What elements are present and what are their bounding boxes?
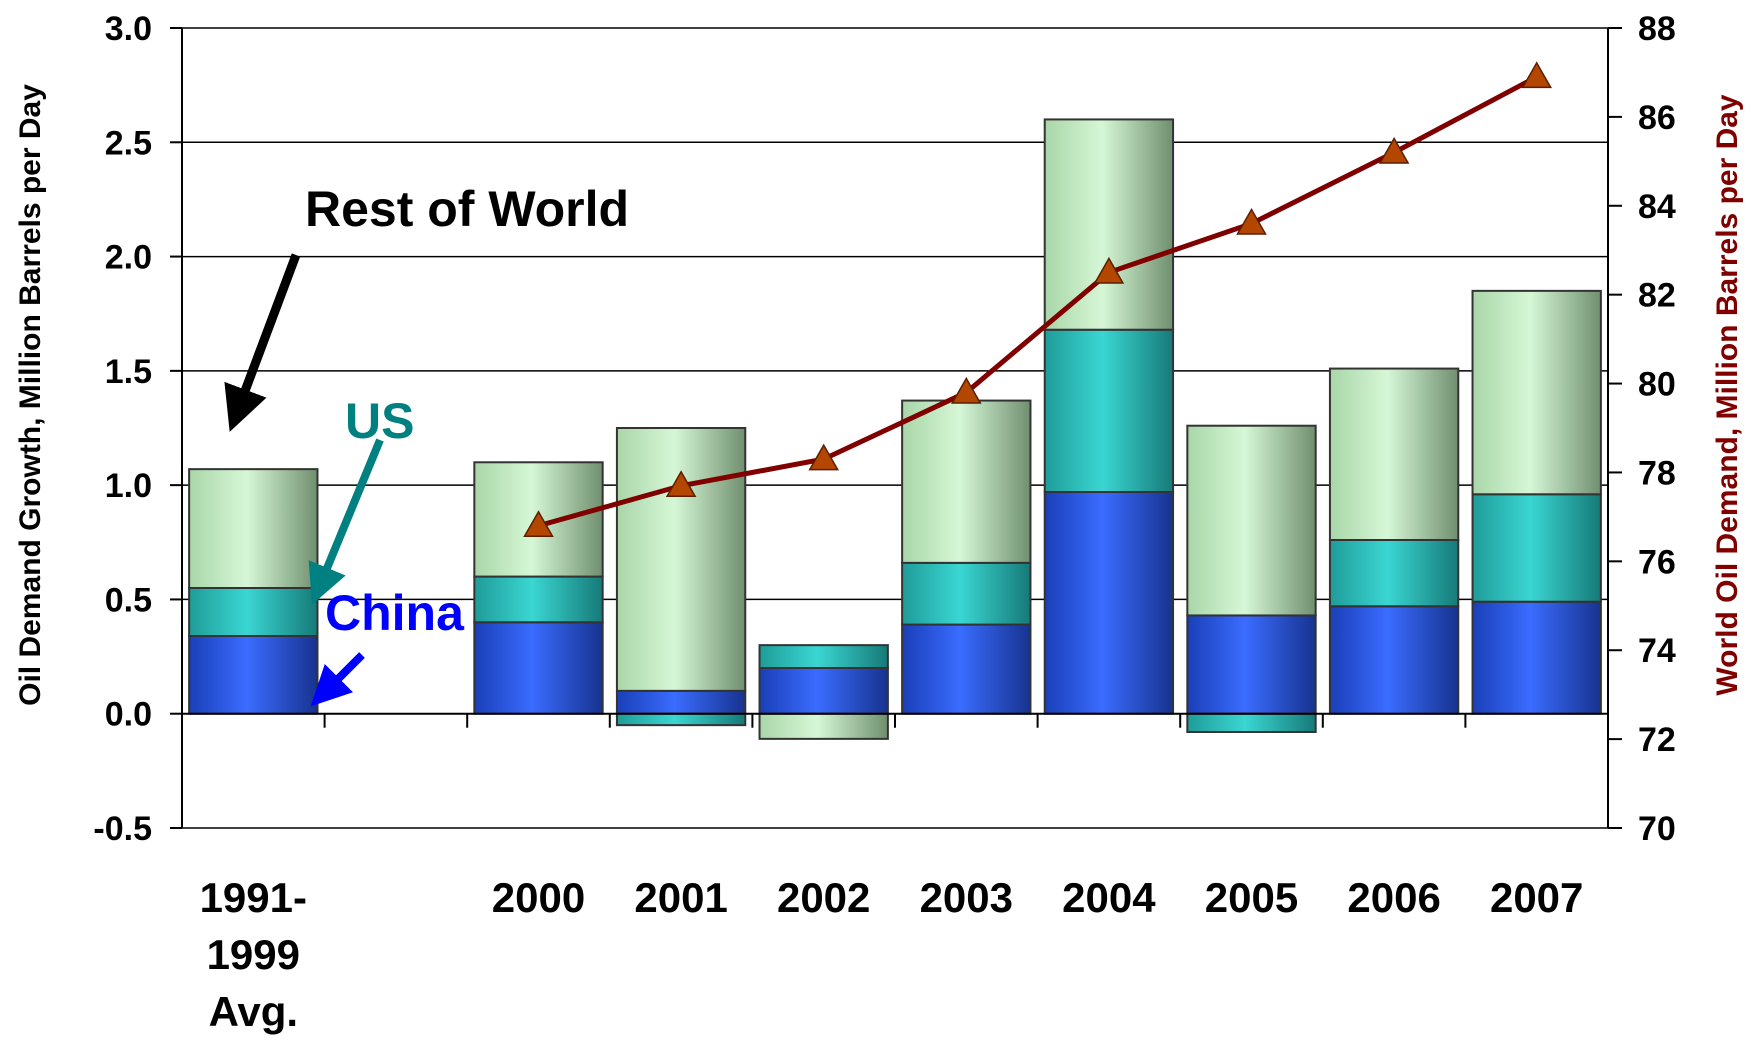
bar-rest-of-world [901, 399, 1032, 564]
bar-us [1471, 493, 1602, 603]
bar-rest-of-world [615, 427, 747, 692]
right-tick-label: 84 [1638, 188, 1676, 226]
bar-china [1043, 491, 1175, 715]
left-tick-label: 0.0 [105, 696, 152, 734]
right-tick-label: 72 [1638, 721, 1676, 759]
bar-rest-of-world [1328, 367, 1460, 542]
rest-of-world-arrow [224, 253, 301, 432]
category-label: 2007 [1490, 874, 1583, 921]
bar-us [615, 712, 747, 727]
china-label: China [325, 585, 465, 641]
bars [188, 118, 1602, 740]
world-demand-marker [1521, 61, 1552, 89]
bar-china [758, 667, 889, 715]
bar-rest-of-world [1043, 118, 1175, 331]
us-arrow [308, 438, 384, 605]
bar-us [1328, 539, 1460, 608]
category-label: 2006 [1347, 874, 1440, 921]
category-label: 2001 [634, 874, 727, 921]
rest-of-world-label: Rest of World [305, 181, 629, 237]
world-demand-line [523, 61, 1552, 538]
world-demand-marker [1378, 136, 1410, 164]
world-demand-marker [951, 376, 982, 404]
bar-us [758, 644, 889, 670]
bar-rest-of-world [1471, 289, 1602, 496]
left-axis-title: Oil Demand Growth, Million Barrels per D… [14, 84, 47, 706]
category-label: 2005 [1205, 874, 1298, 921]
right-axis-title: World Oil Demand, Million Barrels per Da… [1711, 94, 1744, 696]
bar-rest-of-world [1186, 424, 1317, 617]
right-axis-ticks: 88 86 84 82 80 78 76 74 72 70 [1608, 10, 1676, 848]
bar-china [615, 689, 747, 715]
left-tick-label: 3.0 [105, 10, 152, 48]
axes [181, 28, 1609, 828]
left-tick-label: 0.5 [105, 581, 152, 619]
world-demand-marker [808, 443, 839, 471]
bar-rest-of-world [188, 468, 319, 589]
right-tick-label: 76 [1638, 543, 1676, 581]
category-labels: 1991- 1999 Avg. 2000 2001 2002 2003 2004 2005 200… [200, 874, 1584, 1035]
right-tick-label: 82 [1638, 277, 1676, 315]
category-label: 2003 [920, 874, 1013, 921]
bar-china [188, 635, 319, 715]
left-tick-label: 2.0 [105, 239, 152, 277]
world-demand-marker [665, 470, 697, 498]
bar-rest-of-world [758, 712, 889, 740]
category-label: 2002 [777, 874, 870, 921]
world-demand-polyline [537, 74, 1538, 529]
bar-china [1186, 614, 1317, 715]
bar-china [1471, 600, 1602, 715]
left-tick-label: 1.5 [105, 353, 152, 391]
right-tick-label: 86 [1638, 99, 1676, 137]
bar-us [188, 587, 319, 637]
left-axis-ticks: 3.0 2.5 2.0 1.5 1.0 0.5 0.0 -0.5 [93, 10, 182, 848]
right-tick-label: 74 [1638, 632, 1676, 670]
world-demand-marker [1093, 256, 1125, 284]
category-label: Avg. [209, 988, 298, 1035]
right-tick-label: 70 [1638, 810, 1676, 848]
us-label: US [345, 393, 414, 449]
bar-us [473, 575, 604, 624]
left-tick-label: -0.5 [93, 810, 152, 848]
category-label: 1991- [200, 874, 307, 921]
category-label: 1999 [207, 931, 300, 978]
left-tick-label: 2.5 [105, 124, 152, 162]
bar-us [1186, 712, 1317, 734]
world-demand-marker [523, 510, 554, 538]
annotations: Rest of World US China [224, 181, 629, 707]
china-arrow [310, 652, 365, 707]
bar-china [901, 623, 1032, 715]
category-label: 2004 [1062, 874, 1156, 921]
bar-china [473, 621, 604, 715]
right-tick-label: 80 [1638, 366, 1676, 404]
left-tick-label: 1.0 [105, 467, 152, 505]
bar-china [1328, 605, 1460, 715]
right-tick-label: 78 [1638, 454, 1676, 492]
bar-us [1043, 328, 1175, 494]
world-demand-marker [1236, 208, 1267, 235]
category-label: 2000 [492, 874, 585, 921]
right-tick-label: 88 [1638, 10, 1676, 48]
bar-us [901, 561, 1032, 626]
